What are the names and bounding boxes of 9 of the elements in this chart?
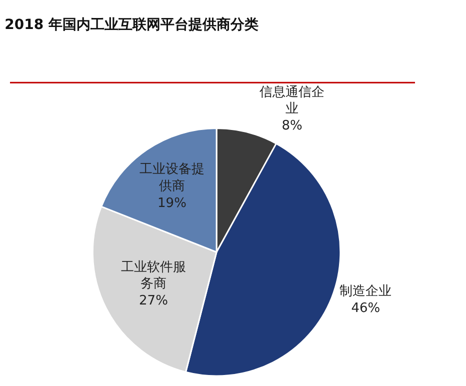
data-label: 8% <box>282 118 302 134</box>
data-label: 27% <box>139 294 168 309</box>
slice-label: 信息通信企业 <box>260 84 325 117</box>
slice-label: 工业软件服务商 <box>120 260 186 292</box>
slice-label: 工业设备提供商 <box>139 162 204 194</box>
slice-label: 制造企业 <box>340 284 392 299</box>
data-label: 46% <box>351 300 380 316</box>
data-label: 19% <box>158 196 186 211</box>
chart-title: 2018 年国内工业互联网平台提供商分类 <box>4 16 259 34</box>
